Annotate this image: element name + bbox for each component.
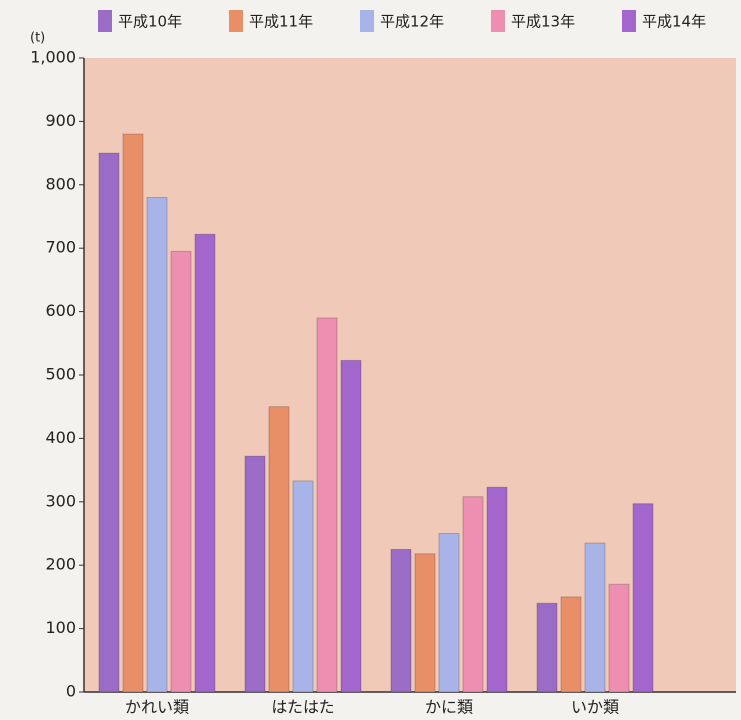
legend-swatch	[98, 10, 112, 32]
x-tick-label: はたはた	[271, 698, 334, 717]
bar	[293, 481, 313, 692]
bar	[463, 497, 483, 692]
y-tick-label: 800	[45, 174, 76, 193]
bar	[147, 197, 167, 692]
y-unit: (t)	[30, 31, 45, 46]
y-tick-label: 900	[45, 111, 76, 130]
bar	[269, 407, 289, 692]
bar	[99, 153, 119, 692]
y-tick-label: 200	[45, 555, 76, 574]
legend-label: 平成10年	[118, 13, 182, 31]
x-tick-label: かに類	[425, 698, 473, 717]
bar	[171, 251, 191, 692]
bar	[585, 543, 605, 692]
legend-label: 平成11年	[249, 13, 313, 31]
bar	[439, 534, 459, 693]
bar	[415, 554, 435, 692]
bar	[561, 597, 581, 692]
y-tick-label: 500	[45, 365, 76, 384]
bar	[487, 487, 507, 692]
legend-swatch	[491, 10, 505, 32]
legend-label: 平成13年	[511, 13, 575, 31]
bar	[609, 584, 629, 692]
legend-label: 平成12年	[380, 13, 444, 31]
y-tick-label: 100	[45, 618, 76, 637]
bar	[391, 549, 411, 692]
bar	[245, 456, 265, 692]
legend-swatch	[360, 10, 374, 32]
legend-swatch	[229, 10, 243, 32]
y-tick-label: 700	[45, 238, 76, 257]
y-tick-label: 600	[45, 301, 76, 320]
bar	[195, 234, 215, 692]
bar	[341, 360, 361, 692]
y-tick-label: 300	[45, 491, 76, 510]
bar	[633, 504, 653, 692]
bar	[317, 318, 337, 692]
chart: (t) 0 100 200 300 400 500 600 700 800 900 1,000 平成1…	[0, 0, 741, 720]
y-tick-label: 0	[66, 682, 76, 701]
bar	[537, 603, 557, 692]
x-tick-label: いか類	[571, 698, 619, 717]
y-tick-label: 400	[45, 428, 76, 447]
x-tick-label: かれい類	[125, 698, 189, 717]
y-tick-label: 1,000	[30, 48, 76, 67]
legend-swatch	[622, 10, 636, 32]
bar	[123, 134, 143, 692]
legend-label: 平成14年	[642, 13, 706, 31]
